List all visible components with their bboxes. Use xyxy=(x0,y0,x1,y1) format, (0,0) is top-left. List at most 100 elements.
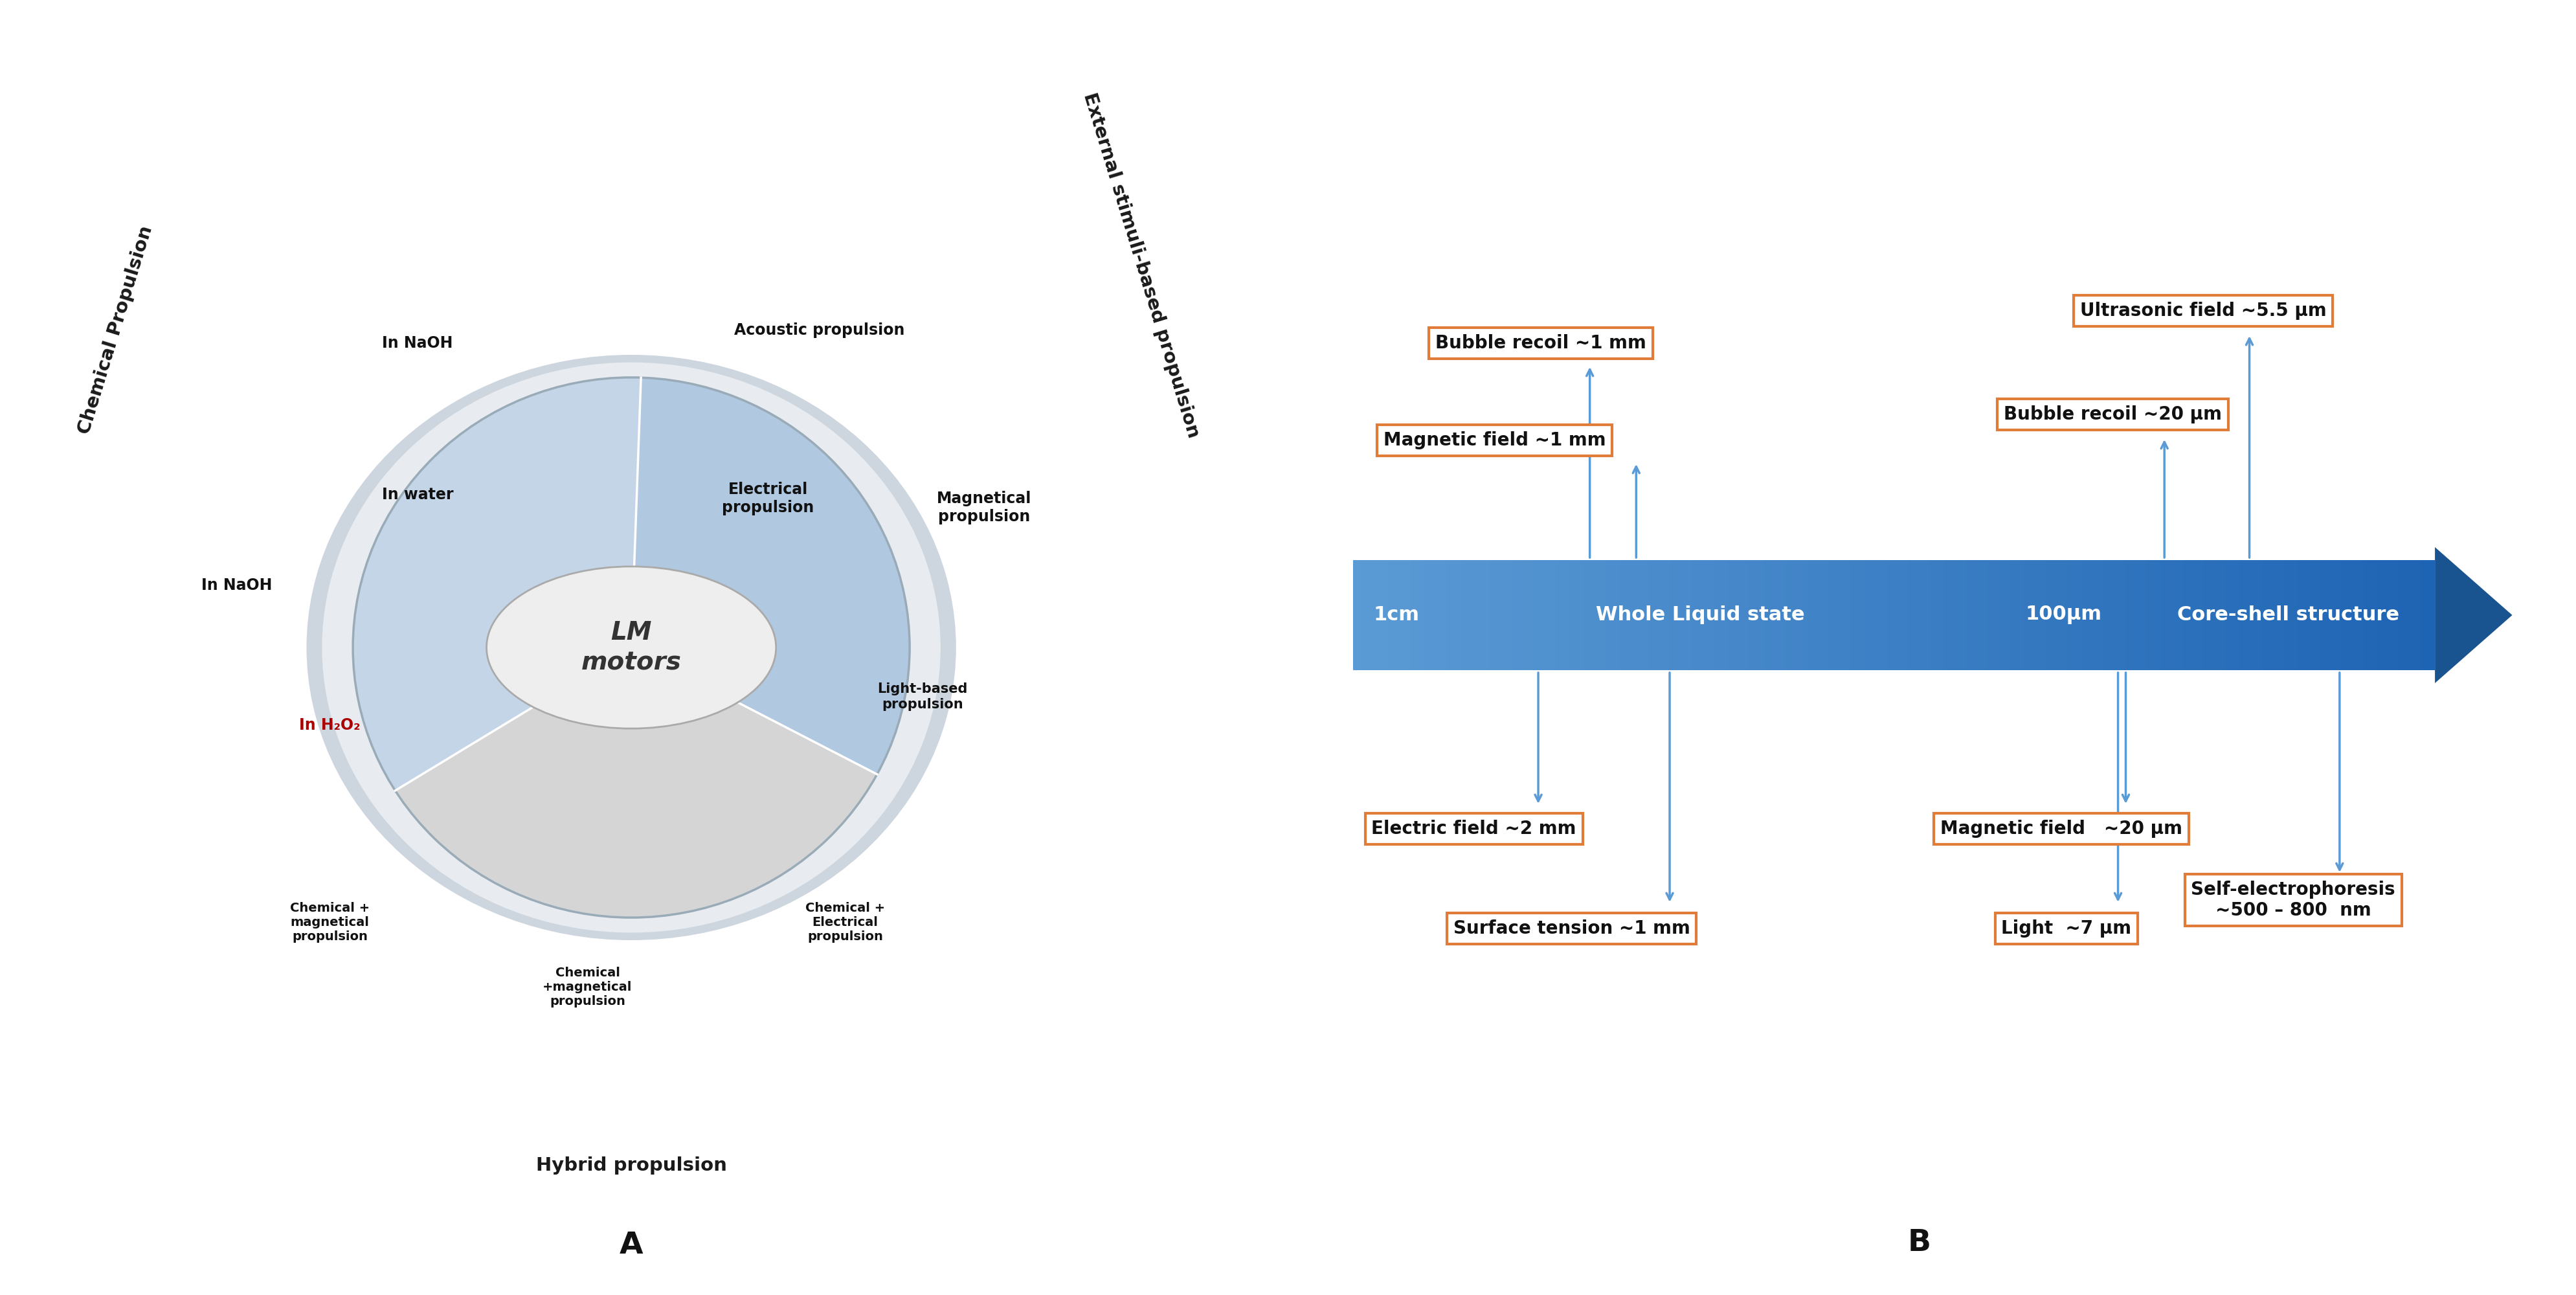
Text: Electric field ~2 mm: Electric field ~2 mm xyxy=(1370,820,1577,838)
Text: External stimuli-based propulsion: External stimuli-based propulsion xyxy=(1079,91,1203,440)
Bar xyxy=(1749,559,1757,671)
Bar xyxy=(2030,559,2038,671)
Text: Acoustic propulsion: Acoustic propulsion xyxy=(734,322,904,338)
Bar xyxy=(1850,559,1857,671)
Text: In water: In water xyxy=(381,487,453,502)
Text: LM
motors: LM motors xyxy=(582,620,680,675)
Bar xyxy=(1504,559,1512,671)
Bar xyxy=(1757,559,1765,671)
Bar xyxy=(2058,559,2066,671)
Bar xyxy=(2246,559,2254,671)
Bar xyxy=(2275,559,2282,671)
Bar xyxy=(2146,559,2154,671)
Bar xyxy=(1721,559,1728,671)
Bar xyxy=(1765,559,1770,671)
Bar xyxy=(1453,559,1461,671)
Text: Hybrid propulsion: Hybrid propulsion xyxy=(536,1156,726,1175)
Bar xyxy=(2334,559,2342,671)
Bar xyxy=(1497,559,1504,671)
Bar xyxy=(1445,559,1453,671)
Bar xyxy=(1842,559,1850,671)
Bar xyxy=(1929,559,1937,671)
Text: Whole Liquid state: Whole Liquid state xyxy=(1595,606,1806,624)
Bar xyxy=(1793,559,1801,671)
Text: Chemical
+magnetical
propulsion: Chemical +magnetical propulsion xyxy=(544,966,631,1008)
Text: Electrical
propulsion: Electrical propulsion xyxy=(721,482,814,515)
Bar xyxy=(2081,559,2089,671)
Bar xyxy=(1914,559,1922,671)
Bar xyxy=(2190,559,2197,671)
Bar xyxy=(1625,559,1633,671)
Bar xyxy=(2022,559,2030,671)
Bar xyxy=(2262,559,2269,671)
Bar xyxy=(2282,559,2290,671)
Bar xyxy=(2233,559,2239,671)
Bar xyxy=(1677,559,1685,671)
Bar xyxy=(2414,559,2419,671)
Bar xyxy=(2290,559,2298,671)
Bar xyxy=(2226,559,2233,671)
Bar xyxy=(1986,559,1994,671)
Bar xyxy=(2138,559,2146,671)
Bar xyxy=(1692,559,1698,671)
Bar xyxy=(2354,559,2362,671)
Bar xyxy=(2202,559,2210,671)
Bar xyxy=(2110,559,2117,671)
Bar xyxy=(2398,559,2406,671)
Bar xyxy=(1685,559,1692,671)
Bar xyxy=(1584,559,1589,671)
Bar xyxy=(2269,559,2275,671)
Bar xyxy=(2326,559,2334,671)
Bar xyxy=(1517,559,1525,671)
Bar xyxy=(1613,559,1620,671)
Bar xyxy=(1922,559,1929,671)
Bar xyxy=(2391,559,2398,671)
Bar xyxy=(1489,559,1497,671)
Bar xyxy=(2210,559,2218,671)
Bar xyxy=(1857,559,1865,671)
Bar xyxy=(1901,559,1909,671)
Bar xyxy=(1909,559,1914,671)
Bar xyxy=(1886,559,1893,671)
Bar xyxy=(2218,559,2226,671)
Bar xyxy=(1540,559,1548,671)
Bar xyxy=(2161,559,2166,671)
Bar xyxy=(2094,559,2102,671)
Bar xyxy=(1512,559,1517,671)
Polygon shape xyxy=(353,377,641,791)
Bar xyxy=(1481,559,1489,671)
Bar xyxy=(1981,559,1986,671)
Bar xyxy=(1958,559,1965,671)
Text: Ultrasonic field ~5.5 μm: Ultrasonic field ~5.5 μm xyxy=(2079,302,2326,320)
Text: In H₂O₂: In H₂O₂ xyxy=(299,717,361,733)
Text: 1cm: 1cm xyxy=(1373,606,1419,624)
Ellipse shape xyxy=(307,355,956,940)
Bar xyxy=(1381,559,1388,671)
Bar xyxy=(1814,559,1821,671)
Bar xyxy=(2117,559,2125,671)
Bar xyxy=(1569,559,1577,671)
Bar xyxy=(1801,559,1806,671)
Bar xyxy=(2306,559,2311,671)
Bar xyxy=(1409,559,1417,671)
Bar xyxy=(2166,559,2174,671)
Bar xyxy=(1461,559,1468,671)
Text: Core-shell structure: Core-shell structure xyxy=(2177,606,2398,624)
Bar xyxy=(1669,559,1677,671)
Bar xyxy=(2130,559,2138,671)
Bar xyxy=(1417,559,1425,671)
Bar xyxy=(1656,559,1662,671)
Text: In NaOH: In NaOH xyxy=(201,578,273,593)
Bar xyxy=(2427,559,2434,671)
Bar xyxy=(1770,559,1777,671)
Bar xyxy=(1553,559,1561,671)
Text: 100μm: 100μm xyxy=(2025,606,2102,624)
Bar xyxy=(1728,559,1734,671)
Bar xyxy=(2066,559,2074,671)
Text: Magnetic field ~1 mm: Magnetic field ~1 mm xyxy=(1383,431,1605,449)
Text: Light-based
propulsion: Light-based propulsion xyxy=(876,682,969,711)
Bar xyxy=(2383,559,2391,671)
Bar xyxy=(1360,559,1368,671)
Bar xyxy=(2002,559,2009,671)
Bar xyxy=(1994,559,2002,671)
